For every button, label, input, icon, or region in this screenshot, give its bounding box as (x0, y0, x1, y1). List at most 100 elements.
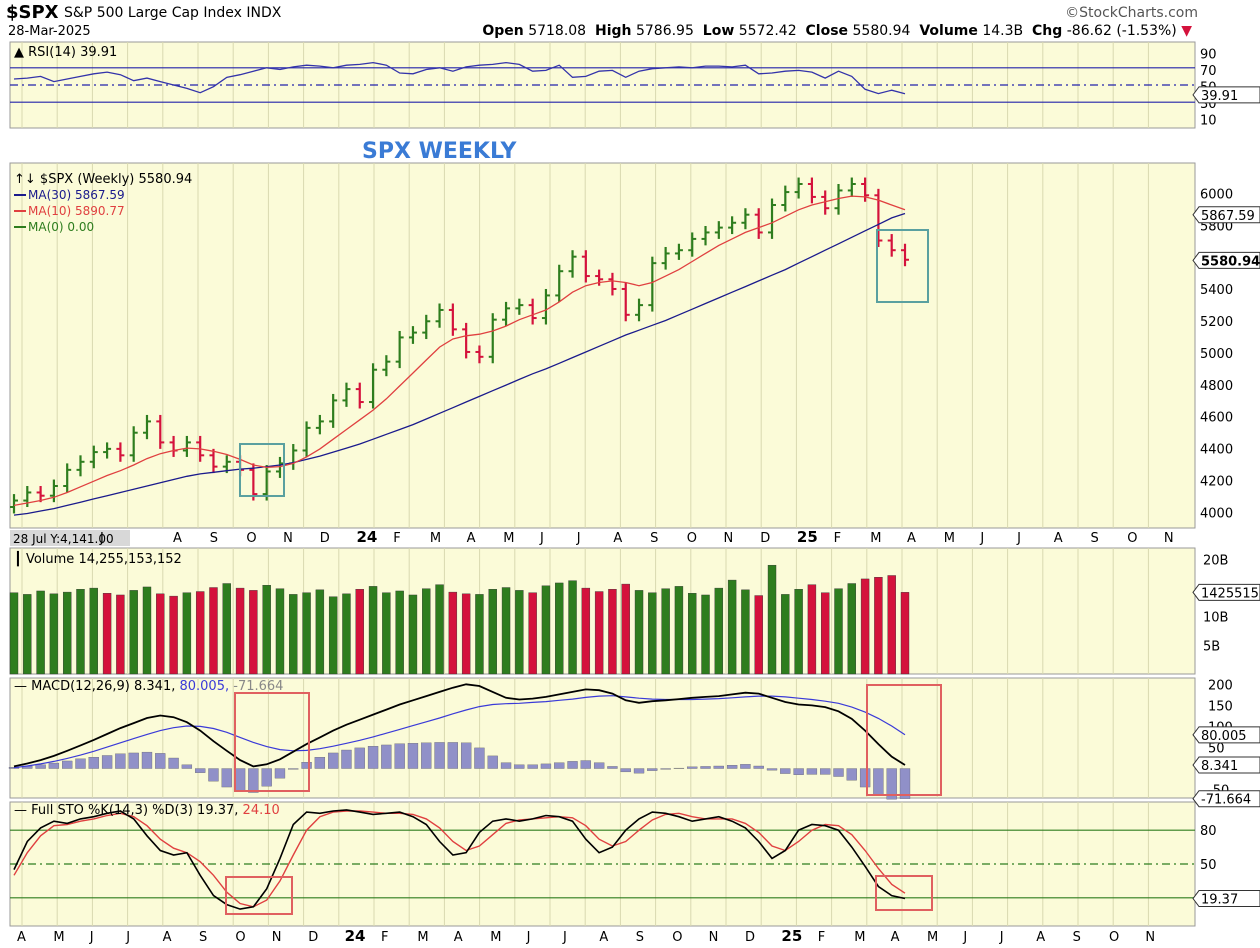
price-bar (661, 246, 670, 270)
x-tick-bottom: A (454, 930, 463, 945)
volume-bar (648, 592, 657, 675)
volume-bar (302, 592, 311, 675)
start-label-bg (10, 530, 130, 546)
rsi-title: ▲ RSI(14) 39.91 (14, 45, 117, 60)
x-tick-top: A (173, 531, 182, 546)
volume-bar (262, 585, 271, 675)
price-tick: 4800 (1200, 379, 1233, 394)
price-bar (129, 426, 138, 462)
macd-histogram-bar (115, 753, 126, 769)
rsi-tick: 70 (1200, 64, 1217, 79)
volume-bar (156, 593, 165, 675)
macd-histogram-bar (128, 752, 139, 769)
price-bar (329, 393, 338, 428)
macd-histogram-bar (660, 768, 671, 770)
ma30-value-tag-frame (1192, 206, 1260, 224)
low-value: 5572.42 (738, 23, 797, 39)
macd-title-part: 80.005, (179, 679, 233, 694)
macd-histogram-bar (75, 758, 86, 769)
macd-title-part: -71.664 (233, 679, 283, 694)
volume-bar (727, 579, 737, 675)
price-bar (847, 177, 856, 197)
macd-histogram-bar (407, 743, 419, 769)
price-bar (502, 301, 511, 327)
x-tick-bottom: M (854, 930, 865, 945)
chg-label: Chg (1032, 23, 1063, 39)
highlight-box-oct (239, 443, 285, 497)
macd-histogram-bar (726, 765, 738, 769)
macd-histogram-bar (447, 742, 459, 769)
macd-histogram-bar (48, 762, 60, 769)
volume-bar (568, 580, 577, 675)
macd-histogram-bar (567, 761, 578, 769)
ma0-legend: MA(0) 0.00 (28, 220, 94, 234)
high-value: 5786.95 (635, 23, 694, 39)
x-tick-top: N (283, 531, 293, 546)
volume-bar (754, 595, 763, 675)
x-tick-bottom: N (1145, 930, 1155, 945)
volume-bar (49, 593, 59, 675)
x-tick-top: A (467, 531, 476, 546)
price-bar (355, 382, 364, 409)
price-tick: 5800 (1200, 220, 1233, 235)
macd-box-mar (866, 684, 942, 796)
highlight-box-mar (876, 229, 929, 303)
price-bar (688, 232, 697, 257)
macd-histogram-bar (181, 764, 193, 769)
macd-histogram-bar (208, 768, 219, 782)
x-tick-bottom: O (672, 930, 682, 945)
price-tick: 6000 (1200, 188, 1233, 203)
macd-histogram-bar (421, 742, 432, 769)
price-tick: 5400 (1200, 283, 1233, 298)
macd-histogram-bar (713, 765, 724, 769)
price-bar (262, 465, 271, 501)
volume-bar (581, 587, 591, 675)
x-tick-bottom: A (17, 930, 26, 945)
ma30-value-tag: 5867.59 (1201, 209, 1255, 224)
macd-histogram-bar (35, 764, 46, 769)
rsi-value-tag-frame (1192, 86, 1260, 104)
volume-bar (860, 578, 870, 675)
price-bar (515, 298, 524, 315)
price-bar (488, 313, 497, 364)
macd-tick: 200 (1208, 678, 1233, 693)
x-tick-top: A (907, 531, 916, 546)
volume-bar (395, 590, 404, 675)
volume-bar (555, 582, 564, 675)
x-tick-bottom: J (999, 930, 1004, 945)
rsi-tick: 90 (1200, 47, 1217, 62)
price-legend: ↑↓ $SPX (Weekly) 5580.94 (14, 172, 192, 187)
macd-histogram-bar (580, 760, 591, 769)
volume-bar (475, 594, 484, 675)
price-bar (302, 421, 311, 457)
macd-histogram-bar (687, 766, 698, 769)
macd-histogram-bar (593, 762, 605, 769)
volume-label: Volume (919, 23, 978, 39)
x-tick-top: M (870, 531, 881, 546)
volume-bar (222, 583, 231, 675)
price-bar (156, 414, 165, 449)
price-bar (475, 345, 484, 364)
sto-d-line (13, 810, 906, 908)
x-tick-bottom: M (490, 930, 501, 945)
volume-bar (9, 592, 19, 675)
price-bar (103, 442, 112, 459)
x-tick-bottom: J (526, 930, 531, 945)
sto-tick: 50 (1200, 858, 1217, 873)
x-tick-bottom: F (818, 930, 825, 945)
volume-bar (608, 589, 617, 675)
x-tick-top: J (539, 531, 544, 546)
volume-bar (688, 593, 697, 675)
macd-histogram-bar (873, 768, 884, 795)
price-bar (528, 298, 537, 325)
macd-histogram-bar (101, 755, 113, 769)
price-bar (714, 221, 723, 239)
price-bar (36, 486, 45, 503)
macd-histogram-bar (354, 747, 365, 769)
macd-histogram-bar (234, 768, 246, 792)
macd-histogram-bar (500, 762, 512, 769)
volume-bar (874, 577, 883, 675)
x-tick-bottom: J (962, 930, 967, 945)
x-tick-bottom: S (636, 930, 644, 945)
volume-value-tag: 14255153152 (1201, 586, 1260, 601)
